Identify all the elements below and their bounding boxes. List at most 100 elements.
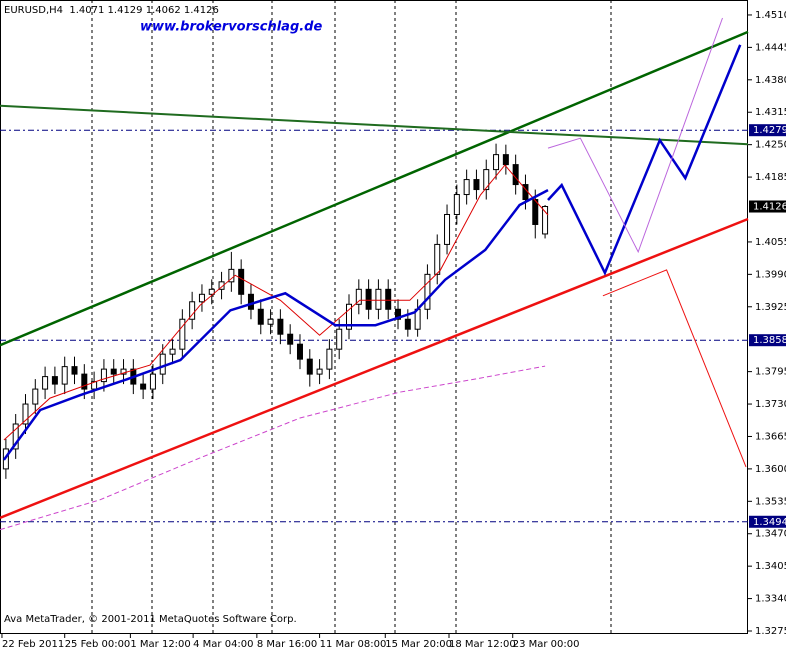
y-tick-label: 1.3535 xyxy=(755,496,786,507)
y-tick-label: 1.4380 xyxy=(755,75,786,86)
y-tick-label: 1.3665 xyxy=(755,431,786,442)
candle-body xyxy=(493,154,500,171)
level-label: 1.4126 xyxy=(753,202,786,213)
candle-body xyxy=(434,243,441,275)
candle-body xyxy=(198,293,205,303)
candle-body xyxy=(306,358,313,375)
candle-body xyxy=(100,368,107,383)
overlay-line xyxy=(0,217,749,519)
candle-body xyxy=(247,293,254,310)
x-tick-label: 23 Mar 00:00 xyxy=(513,639,580,650)
candle-body xyxy=(159,353,166,375)
overlay-line xyxy=(547,17,723,254)
candle-body xyxy=(453,194,460,215)
plot-frame xyxy=(0,0,748,634)
overlay-line xyxy=(0,365,546,531)
x-tick-label: 8 Mar 16:00 xyxy=(257,639,317,650)
candle-body xyxy=(42,376,49,390)
y-tick-label: 1.3925 xyxy=(755,302,786,313)
overlay-line xyxy=(2,188,549,461)
y-tick-label: 1.3405 xyxy=(755,561,786,572)
candle-body xyxy=(316,368,323,375)
candle-body xyxy=(257,308,264,325)
footer: Ava MetaTrader, © 2001-2011 MetaQuotes S… xyxy=(4,614,297,625)
candle-body xyxy=(91,381,98,390)
candle-body xyxy=(463,179,470,196)
candle-body xyxy=(208,288,215,295)
candle-body xyxy=(189,301,196,320)
level-label: 1.3858 xyxy=(753,335,786,346)
candle-body xyxy=(81,373,88,390)
candle-body xyxy=(326,348,333,370)
y-tick-label: 1.3730 xyxy=(755,399,786,410)
candle-body xyxy=(502,154,509,166)
x-tick-label: 4 Mar 04:00 xyxy=(193,639,253,650)
x-tick-label: 15 Mar 20:00 xyxy=(385,639,452,650)
candle-body xyxy=(375,288,382,310)
candle-body xyxy=(61,366,68,385)
candle-body xyxy=(336,328,343,350)
y-tick-label: 1.3470 xyxy=(755,529,786,540)
candle-body xyxy=(12,423,19,450)
y-tick-label: 1.3795 xyxy=(755,367,786,378)
candle-body xyxy=(404,318,411,330)
candle-body xyxy=(385,288,392,310)
watermark: www.brokervorschlag.de xyxy=(140,20,322,35)
overlay-line xyxy=(547,44,742,276)
level-box xyxy=(749,515,786,528)
candle-body xyxy=(296,343,303,360)
candle-body xyxy=(287,333,294,345)
candle-body xyxy=(32,388,39,405)
candle-body xyxy=(22,403,29,425)
candle-body xyxy=(71,366,78,375)
x-tick-label: 22 Feb 2011 xyxy=(2,639,64,650)
overlay-line xyxy=(3,164,549,441)
y-tick-label: 1.4055 xyxy=(755,237,786,248)
candle-body xyxy=(277,318,284,335)
overlay-line xyxy=(0,104,749,146)
x-tick-label: 18 Mar 12:00 xyxy=(449,639,516,650)
candle-body xyxy=(444,213,451,245)
level-label: 1.4279 xyxy=(753,125,786,136)
y-tick-label: 1.3600 xyxy=(755,464,786,475)
overlay-line xyxy=(602,269,747,468)
level-label: 1.3494 xyxy=(753,517,786,528)
candle-body xyxy=(395,308,402,320)
candle-body xyxy=(179,318,186,350)
candle-body xyxy=(238,268,245,295)
candle-body xyxy=(228,268,235,283)
candle-body xyxy=(355,288,362,305)
candle-body xyxy=(424,273,431,310)
candle-body xyxy=(473,179,480,191)
y-tick-label: 1.4510 xyxy=(755,10,786,21)
candle-body xyxy=(120,368,127,375)
y-tick-label: 1.3340 xyxy=(755,594,786,605)
candle-body xyxy=(140,383,147,390)
candle-body xyxy=(110,368,117,375)
level-box xyxy=(749,200,786,213)
x-tick-label: 25 Feb 00:00 xyxy=(65,639,131,650)
y-tick-label: 1.4250 xyxy=(755,140,786,151)
level-box xyxy=(749,124,786,137)
y-tick-label: 1.3990 xyxy=(755,269,786,280)
candle-body xyxy=(483,169,490,191)
candle-body xyxy=(542,206,549,235)
candle-body xyxy=(169,348,176,355)
candle-body xyxy=(512,164,519,186)
candle-body xyxy=(532,199,539,225)
level-box xyxy=(749,334,786,347)
candle-body xyxy=(51,376,58,385)
candle-body xyxy=(218,281,225,290)
x-tick-label: 1 Mar 12:00 xyxy=(130,639,190,650)
y-tick-label: 1.4315 xyxy=(755,107,786,118)
grid xyxy=(91,0,612,634)
y-tick-label: 1.4185 xyxy=(755,172,786,183)
candle-body xyxy=(346,303,353,330)
candle-body xyxy=(149,373,156,390)
chart-title: EURUSD,H4 1.4071 1.4129 1.4062 1.4126 xyxy=(4,5,219,16)
candle-body xyxy=(365,288,372,310)
y-tick-label: 1.3275 xyxy=(755,626,786,637)
overlay-line xyxy=(0,30,749,347)
